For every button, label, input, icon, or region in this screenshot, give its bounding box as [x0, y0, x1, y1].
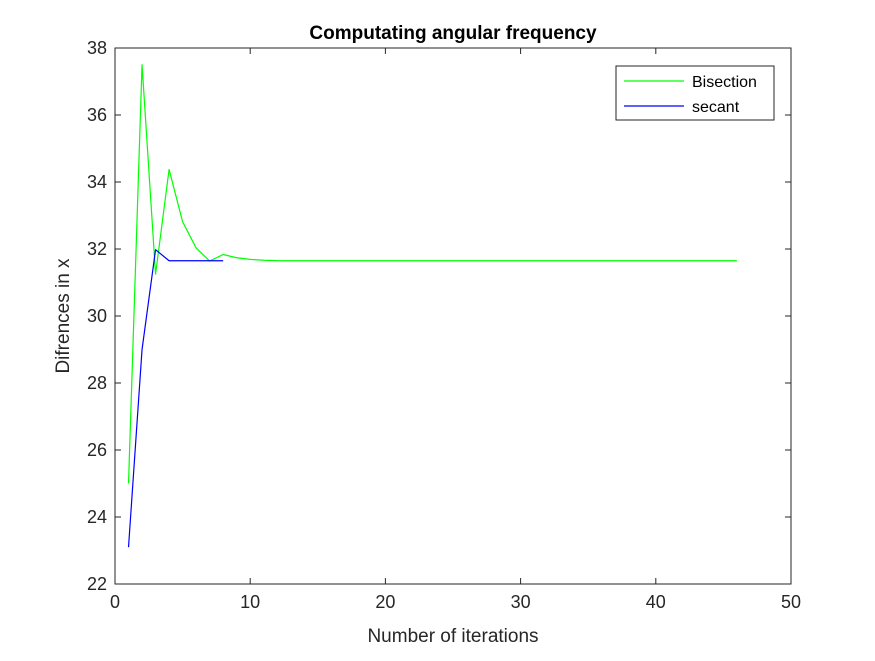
y-axis-label: Difrences in x	[53, 258, 74, 374]
x-axis-label: Number of iterations	[367, 626, 538, 647]
y-tick-label: 22	[87, 574, 107, 594]
y-tick-label: 26	[87, 440, 107, 460]
x-axis-ticks: 0 10 20 30 40 50	[110, 48, 801, 612]
plot-area	[115, 48, 791, 584]
x-tick-label: 50	[781, 592, 801, 612]
y-tick-label: 34	[87, 172, 107, 192]
y-tick-label: 24	[87, 507, 107, 527]
x-tick-label: 30	[511, 592, 531, 612]
legend-box	[615, 65, 775, 121]
x-tick-label: 10	[240, 592, 260, 612]
chart-title: Computating angular frequency	[309, 23, 597, 44]
y-tick-label: 30	[87, 306, 107, 326]
legend: Bisection secant	[615, 65, 775, 121]
series-line-secant	[127, 249, 224, 548]
y-tick-label: 28	[87, 373, 107, 393]
y-tick-label: 38	[87, 38, 107, 58]
x-tick-label: 40	[646, 592, 666, 612]
x-tick-label: 0	[110, 592, 120, 612]
x-tick-label: 20	[375, 592, 395, 612]
legend-label-bisection: Bisection	[692, 74, 757, 91]
legend-label-secant: secant	[692, 99, 740, 116]
y-tick-label: 36	[87, 105, 107, 125]
series-line-bisection	[127, 64, 737, 484]
series-lines	[127, 64, 737, 548]
y-axis-ticks: 22 24 26 28 30 32 34 36 38	[87, 38, 791, 594]
y-tick-label: 32	[87, 239, 107, 259]
